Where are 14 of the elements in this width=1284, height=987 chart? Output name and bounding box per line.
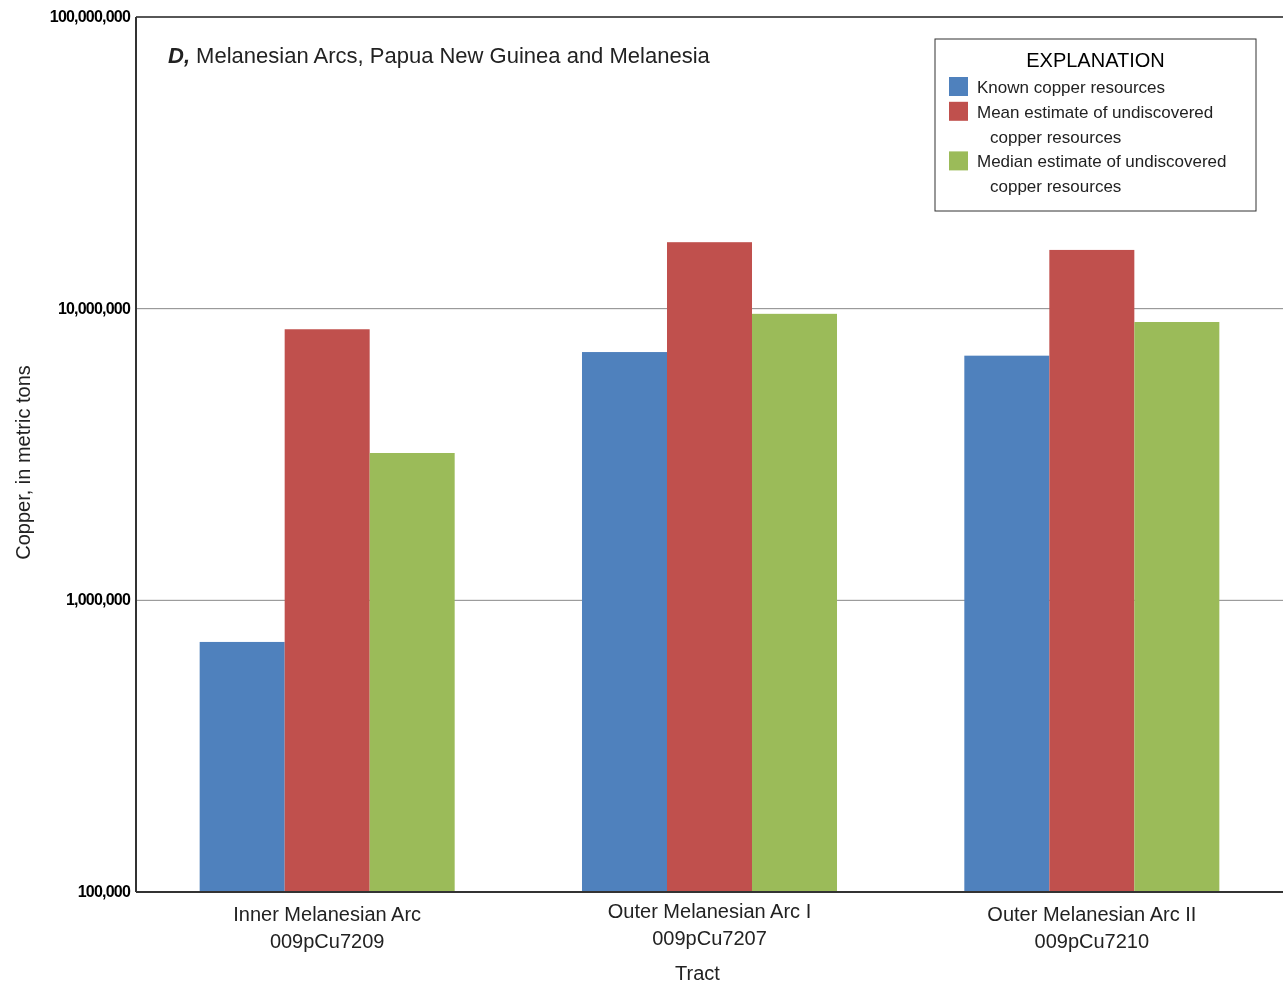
y-tick-label: 1,000,000 [66, 591, 131, 609]
legend-title: EXPLANATION [1026, 49, 1165, 71]
x-tick-label: Outer Melanesian Arc I 009pCu7207 [607, 900, 812, 949]
legend-label: Median estimate of undiscovered copper resources [977, 152, 1227, 197]
y-tick-label: 100,000 [77, 883, 131, 900]
legend-label: Mean estimate of undiscovered copper resources [977, 102, 1214, 147]
x-tick-label: Inner Melanesian Arc 009pCu7209 [233, 903, 422, 952]
y-tick-label: 100,000,000 [49, 8, 131, 25]
legend-label: Known copper resources [977, 78, 1166, 97]
text: D, Melanesian Arcs, Papua New Guinea and Melanesia [168, 43, 711, 68]
x-axis-title: Tract [675, 962, 721, 984]
y-axis-title: Copper, in metric tons [12, 365, 34, 560]
x-tick-label: Outer Melanesian Arc II 009pCu7210 [987, 903, 1197, 952]
y-tick-label: 10,000,000 [57, 299, 131, 317]
